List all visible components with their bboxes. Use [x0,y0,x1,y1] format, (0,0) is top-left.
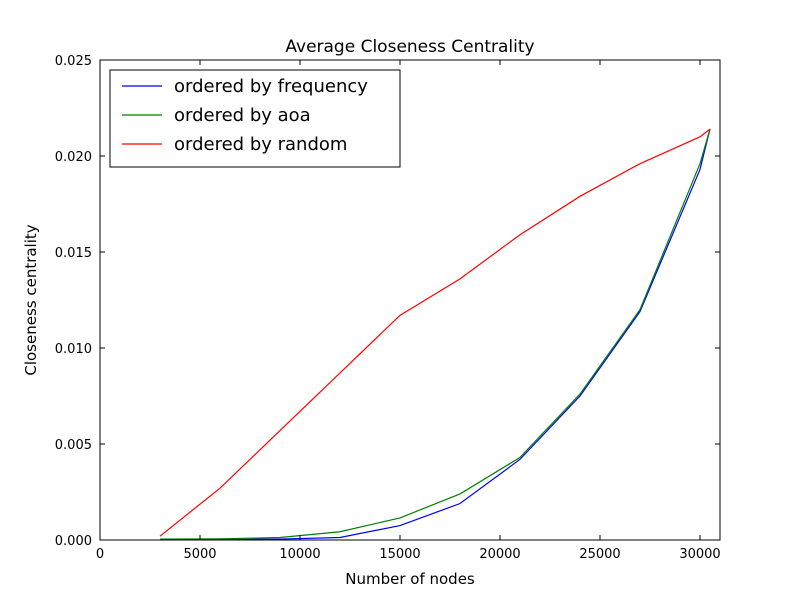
series-line [159,128,711,540]
y-tick-label: 0.005 [55,438,92,453]
chart-title: Average Closeness Centrality [285,37,534,57]
y-axis: 0.000 0.005 0.010 0.015 0.020 0.025 [55,54,720,549]
legend: ordered by frequency ordered by aoa ordere… [109,69,401,168]
x-tick-label: 20000 [479,547,520,562]
series-lines [159,128,711,541]
x-tick-label: 5000 [183,547,216,562]
y-tick-label: 0.025 [55,54,92,69]
series-line [159,128,711,537]
x-tick-label: 10000 [279,547,320,562]
x-tick-label: 25000 [579,547,620,562]
x-tick-label: 15000 [379,547,420,562]
legend-label: ordered by aoa [174,105,311,126]
plot-frame [99,59,721,541]
x-axis-label: Number of nodes [345,570,475,588]
x-axis: 0 5000 10000 15000 20000 25000 30000 [96,60,721,562]
legend-label: ordered by frequency [174,76,368,97]
x-tick-label: 30000 [679,547,720,562]
y-tick-label: 0.000 [55,534,92,549]
y-axis-label: Closeness centrality [22,224,40,375]
y-tick-label: 0.010 [55,342,92,357]
y-tick-label: 0.015 [55,246,92,261]
legend-label: ordered by random [174,134,347,155]
series-line [159,128,711,541]
y-tick-label: 0.020 [55,150,92,165]
x-tick-label: 0 [96,547,104,562]
